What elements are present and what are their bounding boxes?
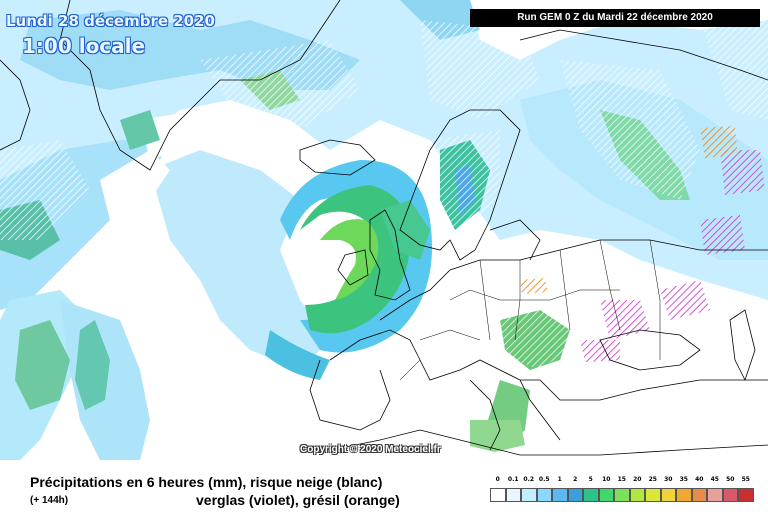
scale-boxes — [490, 488, 754, 502]
precip-color-scale: 0 0.1 0.2 0.5 1 2 5 10 15 20 25 30 35 40 45 50 55 — [490, 476, 760, 510]
scale-swatch — [614, 488, 630, 502]
scale-label: 0.2 — [523, 476, 535, 483]
snow-risk-hatch — [0, 10, 768, 370]
scale-swatch — [567, 488, 583, 502]
map-canvas — [0, 0, 768, 460]
scale-label: 40 — [695, 476, 704, 483]
copyright-text: Copyright © 2020 Meteociel.fr — [300, 444, 441, 455]
forecast-time: 1:00 locale — [22, 34, 146, 58]
scale-swatch — [505, 488, 521, 502]
scale-label: 2 — [573, 476, 578, 483]
scale-swatch — [583, 488, 599, 502]
precipitation-map: Lundi 28 décembre 2020 1:00 locale Run G… — [0, 0, 768, 460]
forecast-hour: (+ 144h) — [30, 495, 69, 506]
scale-swatch — [536, 488, 552, 502]
scale-label: 0 — [495, 476, 500, 483]
scale-swatch — [676, 488, 692, 502]
scale-swatch — [722, 488, 738, 502]
scale-label: 0.5 — [538, 476, 550, 483]
sleet-orange — [520, 126, 738, 294]
scale-label: 10 — [602, 476, 611, 483]
freezing-rain-violet — [580, 150, 765, 362]
scale-swatch — [598, 488, 614, 502]
scale-label: 0.1 — [507, 476, 519, 483]
scale-label: 55 — [741, 476, 750, 483]
scale-label: 20 — [633, 476, 642, 483]
precip-cyclone — [265, 160, 432, 380]
scale-label: 50 — [726, 476, 735, 483]
scale-swatch — [629, 488, 645, 502]
legend-title: Précipitations en 6 heures (mm), risque … — [30, 474, 383, 490]
scale-swatch — [738, 488, 754, 502]
scale-label: 1 — [557, 476, 562, 483]
scale-labels: 0 0.1 0.2 0.5 1 2 5 10 15 20 25 30 35 40 45 50 55 — [490, 476, 760, 488]
coastlines — [0, 0, 768, 456]
scale-swatch — [691, 488, 707, 502]
scale-label: 15 — [617, 476, 626, 483]
legend-footer: Précipitations en 6 heures (mm), risque … — [0, 470, 768, 512]
scale-label: 25 — [648, 476, 657, 483]
scale-swatch — [552, 488, 568, 502]
forecast-date: Lundi 28 décembre 2020 — [6, 12, 215, 30]
scale-swatch — [490, 488, 506, 502]
scale-label: 30 — [664, 476, 673, 483]
scale-swatch — [645, 488, 661, 502]
scale-swatch — [660, 488, 676, 502]
scale-swatch — [707, 488, 723, 502]
scale-label: 45 — [710, 476, 719, 483]
legend-subtitle: verglas (violet), grésil (orange) — [196, 492, 400, 508]
scale-swatch — [521, 488, 537, 502]
model-run-label: Run GEM 0 Z du Mardi 22 décembre 2020 — [470, 9, 760, 27]
scale-label: 35 — [679, 476, 688, 483]
scale-label: 5 — [588, 476, 593, 483]
